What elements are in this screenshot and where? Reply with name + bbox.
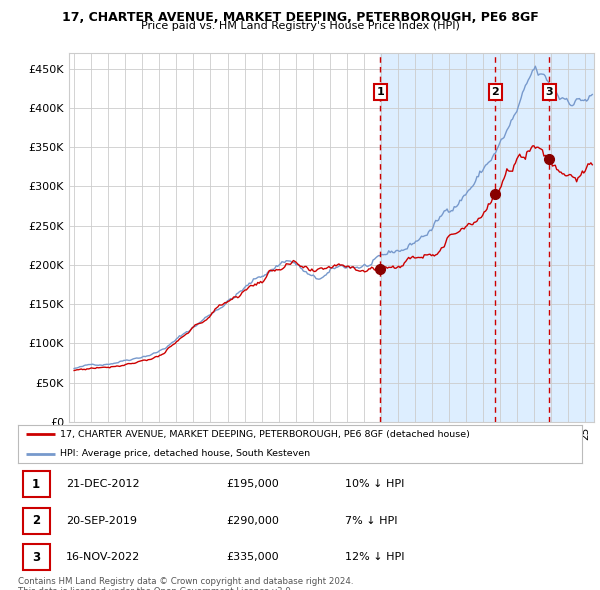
Text: 2: 2 — [32, 514, 40, 527]
Text: 2: 2 — [491, 87, 499, 97]
Text: 21-DEC-2012: 21-DEC-2012 — [66, 479, 140, 489]
Text: £195,000: £195,000 — [227, 479, 280, 489]
Text: 12% ↓ HPI: 12% ↓ HPI — [345, 552, 404, 562]
Text: 3: 3 — [32, 550, 40, 563]
Text: Price paid vs. HM Land Registry's House Price Index (HPI): Price paid vs. HM Land Registry's House … — [140, 21, 460, 31]
Text: 16-NOV-2022: 16-NOV-2022 — [66, 552, 140, 562]
Text: 17, CHARTER AVENUE, MARKET DEEPING, PETERBOROUGH, PE6 8GF (detached house): 17, CHARTER AVENUE, MARKET DEEPING, PETE… — [60, 430, 470, 439]
Text: £290,000: £290,000 — [227, 516, 280, 526]
FancyBboxPatch shape — [23, 471, 50, 497]
Text: 1: 1 — [377, 87, 384, 97]
Text: 10% ↓ HPI: 10% ↓ HPI — [345, 479, 404, 489]
FancyBboxPatch shape — [23, 507, 50, 534]
Text: 17, CHARTER AVENUE, MARKET DEEPING, PETERBOROUGH, PE6 8GF: 17, CHARTER AVENUE, MARKET DEEPING, PETE… — [62, 11, 538, 24]
Text: 1: 1 — [32, 478, 40, 491]
Text: 3: 3 — [545, 87, 553, 97]
Text: 20-SEP-2019: 20-SEP-2019 — [66, 516, 137, 526]
Text: 7% ↓ HPI: 7% ↓ HPI — [345, 516, 398, 526]
Text: £335,000: £335,000 — [227, 552, 280, 562]
Text: HPI: Average price, detached house, South Kesteven: HPI: Average price, detached house, Sout… — [60, 449, 310, 458]
Text: Contains HM Land Registry data © Crown copyright and database right 2024.
This d: Contains HM Land Registry data © Crown c… — [18, 577, 353, 590]
FancyBboxPatch shape — [23, 544, 50, 570]
Bar — [380, 53, 600, 422]
